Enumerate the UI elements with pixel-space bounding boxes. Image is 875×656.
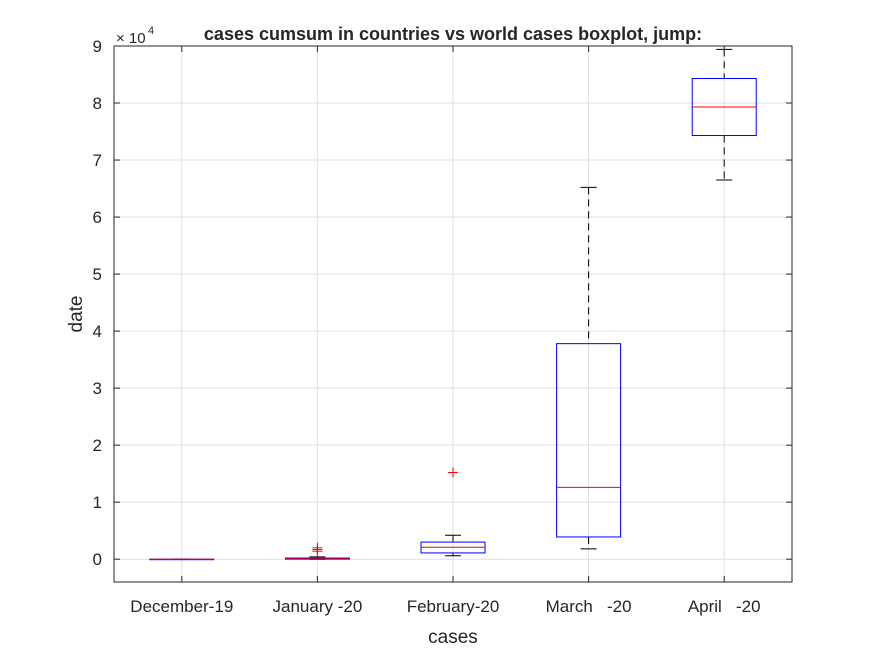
x-tick-label: March -20 [546, 597, 632, 616]
y-tick-label: 7 [93, 151, 102, 170]
y-tick-label: 2 [93, 436, 102, 455]
y-axis-label: date [66, 296, 87, 333]
box-group [284, 542, 350, 560]
box-group [149, 558, 215, 561]
chart-title: cases cumsum in countries vs world cases… [204, 24, 702, 44]
y-exponent-label: × 10 [116, 30, 146, 47]
x-tick-label: April -20 [688, 597, 761, 616]
y-tick-label: 8 [93, 94, 102, 113]
tick-layer: 0 1 2 3 4 5 6 7 8 9 December-19 January -20 February… [93, 37, 792, 616]
y-exponent-value: 4 [148, 25, 154, 37]
box-group [556, 186, 622, 550]
y-tick-label: 4 [93, 322, 102, 341]
x-tick-label: February-20 [407, 597, 500, 616]
box-layer [149, 48, 757, 561]
x-axis-label: cases [428, 627, 478, 648]
y-tick-label: 9 [93, 37, 102, 56]
x-tick-label: December-19 [130, 597, 233, 616]
y-tick-label: 0 [93, 550, 102, 569]
y-tick-label: 5 [93, 265, 102, 284]
x-tick-label: January -20 [273, 597, 363, 616]
iqr-box [556, 343, 622, 538]
y-tick-label: 6 [93, 208, 102, 227]
grid-layer [114, 45, 792, 582]
box-group [420, 467, 486, 557]
box-group [691, 48, 757, 181]
y-tick-label: 1 [93, 493, 102, 512]
y-tick-label: 3 [93, 379, 102, 398]
